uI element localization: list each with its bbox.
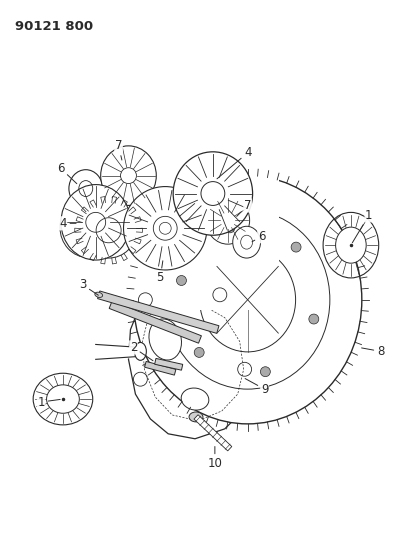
Polygon shape	[155, 358, 183, 370]
Text: 4: 4	[59, 217, 76, 230]
Ellipse shape	[101, 146, 156, 205]
Text: 90121 800: 90121 800	[15, 20, 94, 33]
Text: 4: 4	[217, 147, 252, 179]
Circle shape	[225, 223, 235, 233]
Text: 6: 6	[252, 230, 265, 243]
Text: 1: 1	[37, 395, 60, 408]
Ellipse shape	[74, 220, 143, 241]
Circle shape	[194, 348, 204, 358]
Ellipse shape	[206, 197, 250, 244]
Polygon shape	[194, 415, 232, 451]
Text: 1: 1	[353, 209, 373, 243]
Polygon shape	[97, 291, 219, 333]
Circle shape	[81, 203, 136, 258]
Ellipse shape	[181, 388, 209, 410]
Ellipse shape	[233, 227, 261, 258]
Text: 7: 7	[237, 199, 252, 216]
Ellipse shape	[134, 176, 362, 424]
Circle shape	[291, 242, 301, 252]
Circle shape	[176, 276, 186, 286]
Text: 5: 5	[156, 261, 164, 285]
Polygon shape	[129, 285, 255, 439]
Ellipse shape	[189, 412, 203, 422]
Text: 10: 10	[208, 447, 222, 470]
Text: 2: 2	[130, 341, 153, 361]
Ellipse shape	[69, 169, 103, 207]
Ellipse shape	[95, 292, 103, 297]
Text: 3: 3	[79, 278, 98, 295]
Text: 9: 9	[245, 378, 268, 395]
Ellipse shape	[149, 319, 182, 360]
Polygon shape	[145, 361, 176, 375]
Text: 7: 7	[115, 139, 122, 160]
Text: 6: 6	[57, 162, 77, 184]
Ellipse shape	[61, 184, 130, 260]
Text: 8: 8	[362, 345, 384, 358]
Circle shape	[123, 187, 207, 270]
Ellipse shape	[134, 343, 146, 360]
Polygon shape	[109, 301, 202, 343]
Ellipse shape	[173, 152, 253, 235]
Bar	[51, 126, 279, 310]
Ellipse shape	[46, 385, 79, 413]
Circle shape	[309, 314, 319, 324]
Circle shape	[261, 367, 270, 377]
Ellipse shape	[336, 227, 366, 263]
